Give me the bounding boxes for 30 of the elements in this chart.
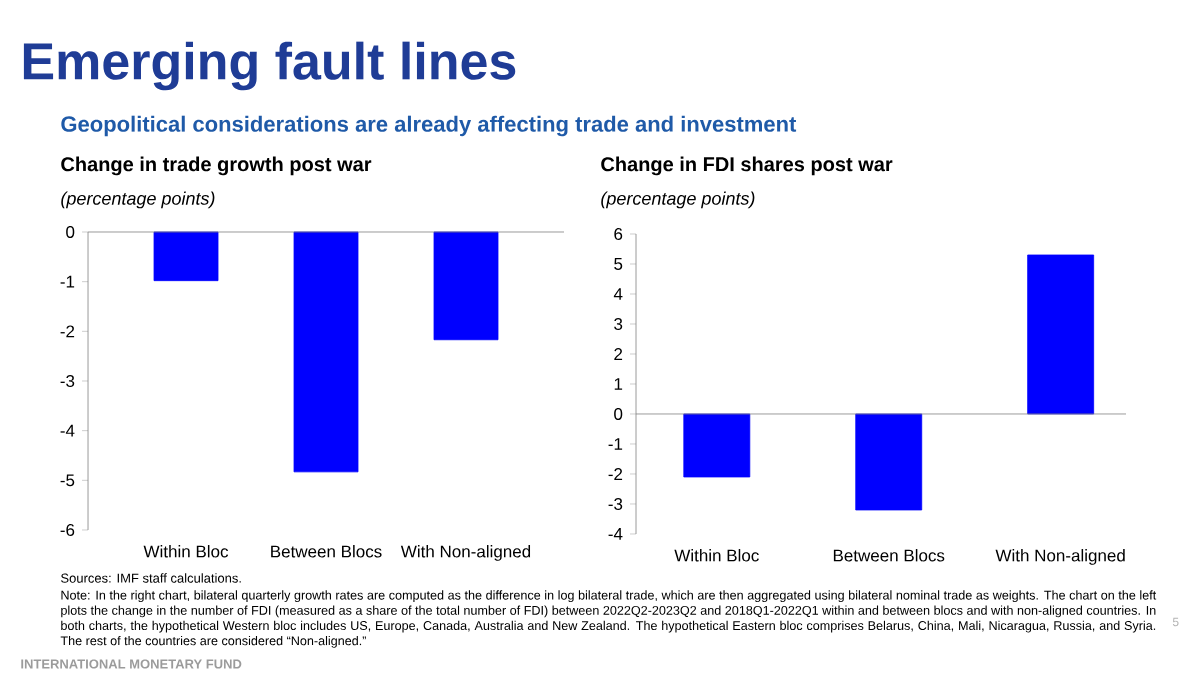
- y-tick-label: -5: [60, 474, 75, 487]
- y-tick-label: -4: [60, 424, 75, 437]
- y-axis-title: (percentage points): [61, 191, 215, 209]
- y-tick-label: -3: [608, 497, 623, 510]
- x-tick-label: Between Blocs: [271, 545, 382, 558]
- y-tick-label: 4: [613, 288, 623, 300]
- y-tick-label: -2: [608, 468, 623, 480]
- y-tick-label: -3: [60, 374, 75, 387]
- y-tick-label: 6: [614, 227, 623, 240]
- x-tick-label: Within Bloc: [143, 545, 229, 558]
- y-tick-label: -1: [60, 275, 75, 288]
- y-tick-label: 1: [614, 378, 623, 390]
- y-tick-label: -2: [60, 325, 75, 338]
- y-tick-label: -1: [608, 438, 623, 450]
- x-tick-label: With Non-aligned: [400, 545, 531, 561]
- x-tick-label: With Non-aligned: [995, 549, 1125, 565]
- chart-title: Change in trade growth post war: [61, 156, 372, 176]
- y-tick-label: 3: [614, 317, 623, 330]
- y-axis-title: (percentage points): [601, 191, 755, 209]
- y-tick-label: -4: [608, 528, 623, 540]
- chart-title: Change in FDI shares post war: [601, 156, 893, 176]
- y-tick-label: 0: [614, 407, 623, 420]
- x-tick-label: Between Blocs: [833, 549, 945, 562]
- x-tick-label: Within Bloc: [674, 549, 759, 562]
- text: Geopolitical considerations are already affecting trade and investment: [61, 115, 797, 137]
- text: Emerging fault lines: [23, 41, 516, 91]
- y-tick-label: 0: [66, 225, 75, 239]
- y-tick-label: -6: [60, 523, 75, 536]
- y-tick-label: 5: [614, 258, 623, 270]
- y-tick-label: 2: [614, 348, 623, 360]
